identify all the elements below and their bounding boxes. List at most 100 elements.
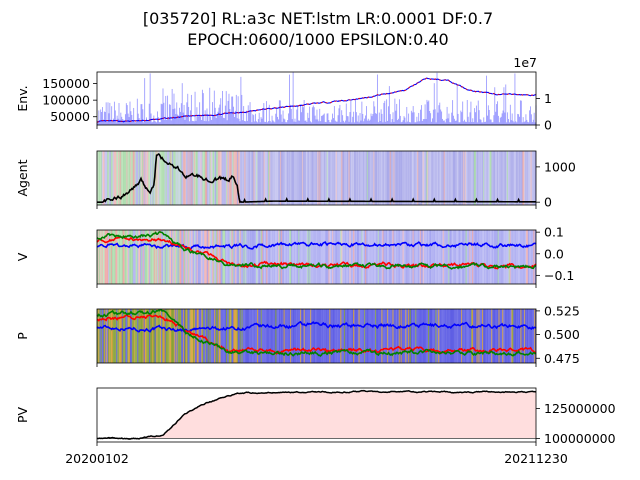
value-band-83 <box>172 230 175 284</box>
env-volume-bar-444 <box>503 87 505 125</box>
policy-band-21 <box>116 309 118 363</box>
value-band-41 <box>134 230 136 284</box>
policy-band-369 <box>434 309 436 363</box>
value-band-336 <box>404 230 406 284</box>
value-band-292 <box>364 230 366 284</box>
agent-band-195 <box>275 151 277 205</box>
value-band-390 <box>453 230 456 284</box>
value-band-22 <box>117 230 119 284</box>
agent-band-221 <box>299 151 301 205</box>
value-band-50 <box>142 230 145 284</box>
value-band-66 <box>157 230 159 284</box>
value-band-282 <box>354 230 357 284</box>
env-volume-bar-148 <box>232 96 234 125</box>
agent-band-165 <box>247 151 250 205</box>
agent-band-336 <box>404 151 406 205</box>
env-volume-bar-353 <box>420 109 421 125</box>
env-volume-bar-333 <box>401 121 403 125</box>
value-band-205 <box>284 230 286 284</box>
policy-band-272 <box>345 309 348 363</box>
value-band-356 <box>422 230 424 284</box>
env-volume-bar-216 <box>294 118 296 125</box>
policy-band-224 <box>301 309 304 363</box>
env-volume-bar-477 <box>533 112 535 125</box>
agent-band-99 <box>187 151 189 205</box>
env-volume-bar-459 <box>517 113 519 125</box>
value-band-450 <box>508 230 510 284</box>
agent-band-460 <box>517 151 520 205</box>
env-volume-bar-58 <box>149 73 151 125</box>
agent-band-31 <box>125 151 127 205</box>
policy-band-243 <box>319 309 321 363</box>
agent-band-100 <box>188 151 190 205</box>
value-band-278 <box>351 230 353 284</box>
env-volume-bar-372 <box>437 112 439 125</box>
env-volume-bar-127 <box>212 115 214 125</box>
agent-band-406 <box>468 151 470 205</box>
policy-band-33 <box>127 309 129 363</box>
policy-band-173 <box>255 309 257 363</box>
value-band-230 <box>307 230 309 284</box>
policy-band-412 <box>473 309 476 363</box>
agent-band-143 <box>227 151 230 205</box>
policy-band-155 <box>238 309 241 363</box>
policy-band-144 <box>228 309 231 363</box>
policy-band-145 <box>229 309 231 363</box>
agent-band-3 <box>99 151 102 205</box>
agent-band-346 <box>413 151 415 205</box>
value-band-294 <box>365 230 368 284</box>
agent-band-92 <box>181 151 183 205</box>
policy-band-374 <box>439 309 441 363</box>
policy-band-42 <box>135 309 137 363</box>
env-volume-bar-18 <box>113 118 114 125</box>
agent-band-305 <box>375 151 378 205</box>
agent-band-91 <box>180 151 182 205</box>
agent-band-167 <box>249 151 252 205</box>
policy-band-436 <box>495 309 498 363</box>
value-band-170 <box>252 230 254 284</box>
value-band-253 <box>328 230 330 284</box>
env-volume-bar-268 <box>342 115 344 125</box>
env-volume-bar-428 <box>488 109 490 125</box>
env-volume-bar-440 <box>499 117 501 125</box>
value-band-455 <box>513 230 515 284</box>
env-volume-bar-81 <box>170 120 172 125</box>
agent-band-95 <box>183 151 186 205</box>
value-band-283 <box>355 230 358 284</box>
policy-band-476 <box>532 309 534 363</box>
env-volume-bar-410 <box>472 118 474 125</box>
value-band-458 <box>515 230 518 284</box>
agent-band-385 <box>449 151 451 205</box>
value-band-463 <box>520 230 522 284</box>
policy-band-130 <box>215 309 218 363</box>
value-band-419 <box>480 230 482 284</box>
policy-band-199 <box>279 309 281 363</box>
policy-band-41 <box>134 309 136 363</box>
agent-band-210 <box>289 151 291 205</box>
value-band-125 <box>211 230 213 284</box>
value-band-343 <box>410 230 413 284</box>
env-volume-bar-66 <box>157 111 158 125</box>
agent-band-40 <box>133 151 135 205</box>
env-volume-bar-187 <box>267 121 269 125</box>
policy-band-164 <box>246 309 249 363</box>
value-band-422 <box>482 230 485 284</box>
env-volume-bar-475 <box>531 122 533 125</box>
policy-band-269 <box>343 309 345 363</box>
value-band-325 <box>394 230 396 284</box>
policy-band-97 <box>185 309 188 363</box>
env-volume-bar-196 <box>276 107 278 125</box>
policy-band-407 <box>469 309 471 363</box>
policy-band-234 <box>311 309 313 363</box>
env-volume-bar-156 <box>239 121 241 125</box>
policy-band-60 <box>151 309 154 363</box>
agent-band-420 <box>481 151 483 205</box>
env-volume-bar-385 <box>449 122 451 125</box>
env-volume-bar-224 <box>301 104 303 125</box>
policy-band-7 <box>103 309 105 363</box>
env-volume-bar-109 <box>196 107 198 125</box>
env-volume-bar-350 <box>417 121 419 125</box>
value-band-229 <box>306 230 308 284</box>
policy-band-240 <box>316 309 318 363</box>
value-band-144 <box>228 230 231 284</box>
